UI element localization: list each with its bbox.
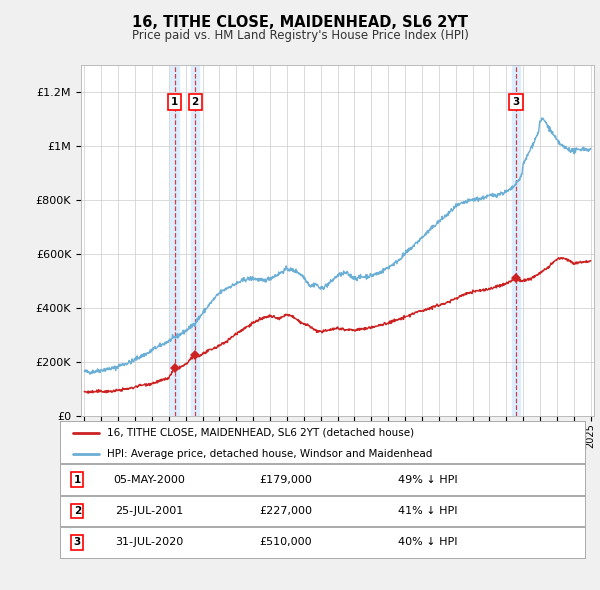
Text: 1: 1 [74, 475, 81, 484]
Text: 41% ↓ HPI: 41% ↓ HPI [398, 506, 457, 516]
Text: 25-JUL-2001: 25-JUL-2001 [115, 506, 184, 516]
Text: 40% ↓ HPI: 40% ↓ HPI [398, 537, 457, 547]
Text: 16, TITHE CLOSE, MAIDENHEAD, SL6 2YT (detached house): 16, TITHE CLOSE, MAIDENHEAD, SL6 2YT (de… [107, 428, 415, 438]
Text: 49% ↓ HPI: 49% ↓ HPI [398, 475, 457, 484]
Text: £227,000: £227,000 [259, 506, 312, 516]
Bar [512, 65, 520, 416]
Text: £510,000: £510,000 [259, 537, 312, 547]
Text: 3: 3 [512, 97, 520, 107]
Text: 2: 2 [191, 97, 199, 107]
Text: 05-MAY-2000: 05-MAY-2000 [113, 475, 185, 484]
Text: HPI: Average price, detached house, Windsor and Maidenhead: HPI: Average price, detached house, Wind… [107, 449, 433, 459]
Text: 1: 1 [171, 97, 178, 107]
Text: 2: 2 [74, 506, 81, 516]
Text: 31-JUL-2020: 31-JUL-2020 [115, 537, 184, 547]
Text: Price paid vs. HM Land Registry's House Price Index (HPI): Price paid vs. HM Land Registry's House … [131, 29, 469, 42]
Bar [191, 65, 199, 416]
Text: 16, TITHE CLOSE, MAIDENHEAD, SL6 2YT: 16, TITHE CLOSE, MAIDENHEAD, SL6 2YT [132, 15, 468, 30]
Bar [170, 65, 179, 416]
Text: £179,000: £179,000 [259, 475, 312, 484]
Text: 3: 3 [74, 537, 81, 547]
